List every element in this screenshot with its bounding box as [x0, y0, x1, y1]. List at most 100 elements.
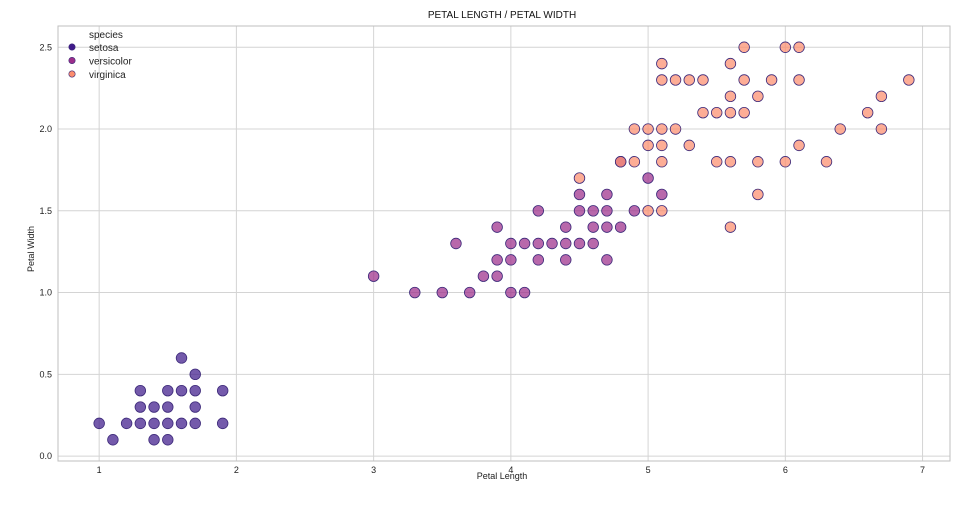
x-tick-label: 7: [920, 465, 925, 475]
x-tick-label: 2: [234, 465, 239, 475]
data-point-virginica: [697, 106, 709, 119]
legend: species setosa versicolor virginica: [68, 30, 132, 81]
plot-frame: [57, 25, 951, 462]
chart-title: PETAL LENGTH / PETAL WIDTH: [428, 10, 576, 21]
legend-label-setosa: setosa: [89, 43, 119, 54]
data-point-virginica: [669, 74, 682, 86]
data-point-versicolor: [532, 237, 545, 250]
data-point-setosa: [148, 434, 160, 446]
data-point-versicolor: [587, 205, 599, 217]
data-point-versicolor: [601, 221, 613, 233]
data-point-setosa: [175, 417, 188, 430]
y-tick-label: 0.5: [39, 369, 52, 379]
data-point-versicolor: [560, 237, 572, 250]
data-point-versicolor: [491, 254, 503, 266]
data-point-virginica: [656, 57, 668, 70]
data-point-setosa: [162, 417, 174, 430]
data-point-versicolor: [367, 270, 380, 282]
data-point-versicolor: [463, 286, 476, 299]
data-point-versicolor: [614, 221, 627, 233]
data-point-virginica: [752, 156, 764, 168]
y-tick-label: 1.5: [39, 206, 52, 216]
data-point-virginica: [875, 123, 888, 135]
y-tick-label: 2.5: [39, 42, 52, 52]
data-point-virginica: [738, 41, 750, 53]
y-tick-label: 2.0: [39, 124, 52, 134]
data-point-setosa: [175, 384, 188, 397]
data-point-versicolor: [560, 221, 572, 233]
data-point-setosa: [134, 384, 147, 397]
data-point-virginica: [724, 221, 737, 233]
x-axis-label: Petal Length: [477, 471, 528, 481]
data-point-virginica: [779, 41, 792, 53]
data-point-versicolor: [505, 254, 517, 266]
data-point-virginica: [614, 156, 627, 168]
y-tick-label: 0.0: [39, 451, 52, 461]
legend-label-virginica: virginica: [89, 70, 126, 81]
data-point-versicolor: [505, 286, 517, 299]
data-point-virginica: [642, 139, 654, 152]
data-point-virginica: [724, 90, 737, 103]
data-point-virginica: [628, 156, 641, 168]
data-point-virginica: [711, 156, 723, 168]
x-tick-label: 6: [783, 465, 788, 475]
data-point-virginica: [738, 74, 750, 86]
data-point-versicolor: [532, 205, 545, 217]
data-point-setosa: [216, 417, 229, 430]
data-point-setosa: [175, 352, 188, 364]
data-point-virginica: [656, 139, 668, 152]
data-point-versicolor: [587, 221, 599, 233]
legend-marker-virginica: [68, 70, 76, 78]
data-point-versicolor: [628, 205, 641, 217]
data-point-versicolor: [601, 254, 613, 266]
data-point-versicolor: [436, 286, 448, 299]
data-point-virginica: [765, 74, 778, 86]
data-point-setosa: [134, 401, 147, 413]
x-tick-label: 1: [97, 465, 102, 475]
data-point-setosa: [162, 384, 174, 397]
series-virginica: [573, 41, 915, 233]
data-point-virginica: [834, 123, 846, 135]
data-point-virginica: [793, 74, 805, 86]
x-tick-label: 3: [371, 465, 376, 475]
data-point-setosa: [120, 417, 133, 430]
data-point-versicolor: [560, 254, 572, 266]
x-tick-label: 5: [646, 465, 651, 475]
data-point-virginica: [656, 156, 668, 168]
data-point-virginica: [724, 57, 737, 70]
data-point-versicolor: [409, 286, 421, 299]
data-point-virginica: [697, 74, 709, 86]
legend-marker-setosa: [68, 43, 76, 51]
data-point-versicolor: [518, 286, 531, 299]
data-points: [93, 41, 915, 446]
data-point-virginica: [669, 123, 682, 135]
grid: [58, 26, 950, 461]
data-point-virginica: [752, 188, 764, 201]
data-point-virginica: [656, 74, 668, 86]
data-point-versicolor: [546, 237, 558, 250]
data-point-versicolor: [491, 270, 503, 282]
data-point-versicolor: [601, 188, 613, 201]
data-point-setosa: [134, 417, 147, 430]
data-point-versicolor: [642, 172, 654, 184]
data-point-virginica: [903, 74, 915, 86]
data-point-versicolor: [477, 270, 490, 282]
series-versicolor: [367, 156, 668, 299]
data-point-versicolor: [573, 188, 586, 201]
data-point-setosa: [148, 417, 160, 430]
data-point-setosa: [107, 434, 119, 446]
data-point-versicolor: [601, 205, 613, 217]
legend-marker-versicolor: [68, 56, 76, 64]
data-point-virginica: [656, 123, 668, 135]
data-point-setosa: [189, 401, 201, 413]
data-point-versicolor: [491, 221, 503, 233]
data-point-virginica: [724, 106, 737, 119]
data-point-setosa: [216, 384, 229, 397]
data-point-virginica: [793, 41, 805, 53]
data-point-virginica: [793, 139, 805, 152]
tick-labels: 1 2 3 4 5 6 7 0.0 0.5 1.0 1.5 2.0 2.5: [39, 42, 925, 475]
legend-label-versicolor: versicolor: [89, 57, 132, 68]
data-point-setosa: [189, 384, 201, 397]
data-point-setosa: [93, 417, 105, 430]
